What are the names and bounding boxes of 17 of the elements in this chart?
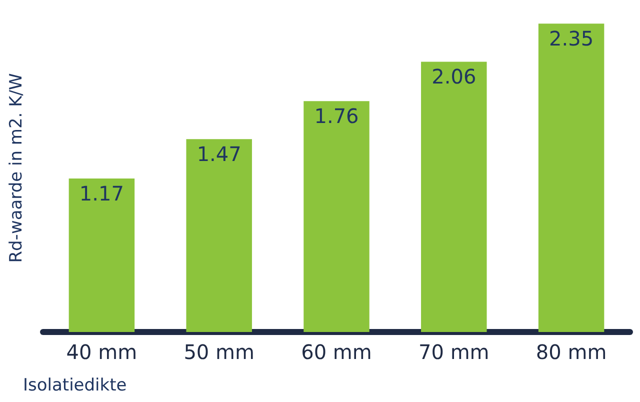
data-label: 2.35 xyxy=(549,26,594,51)
bar xyxy=(421,62,487,332)
y-axis-title: Rd-waarde in m2. K/W xyxy=(6,73,26,263)
data-label: 2.06 xyxy=(432,64,476,89)
x-tick-label: 40 mm xyxy=(66,340,138,364)
bar xyxy=(68,178,135,332)
x-tick-label: 50 mm xyxy=(184,340,254,364)
bar xyxy=(538,24,604,332)
data-label: 1.76 xyxy=(314,104,359,128)
x-tick-label: 70 mm xyxy=(418,340,490,364)
bar xyxy=(186,139,252,332)
x-tick-label: 80 mm xyxy=(536,340,607,364)
x-axis-title: Isolatiedikte xyxy=(23,376,127,396)
x-tick-label: 60 mm xyxy=(301,340,372,364)
data-label: 1.17 xyxy=(79,181,124,206)
bar xyxy=(304,101,370,332)
data-label: 1.47 xyxy=(196,142,242,166)
